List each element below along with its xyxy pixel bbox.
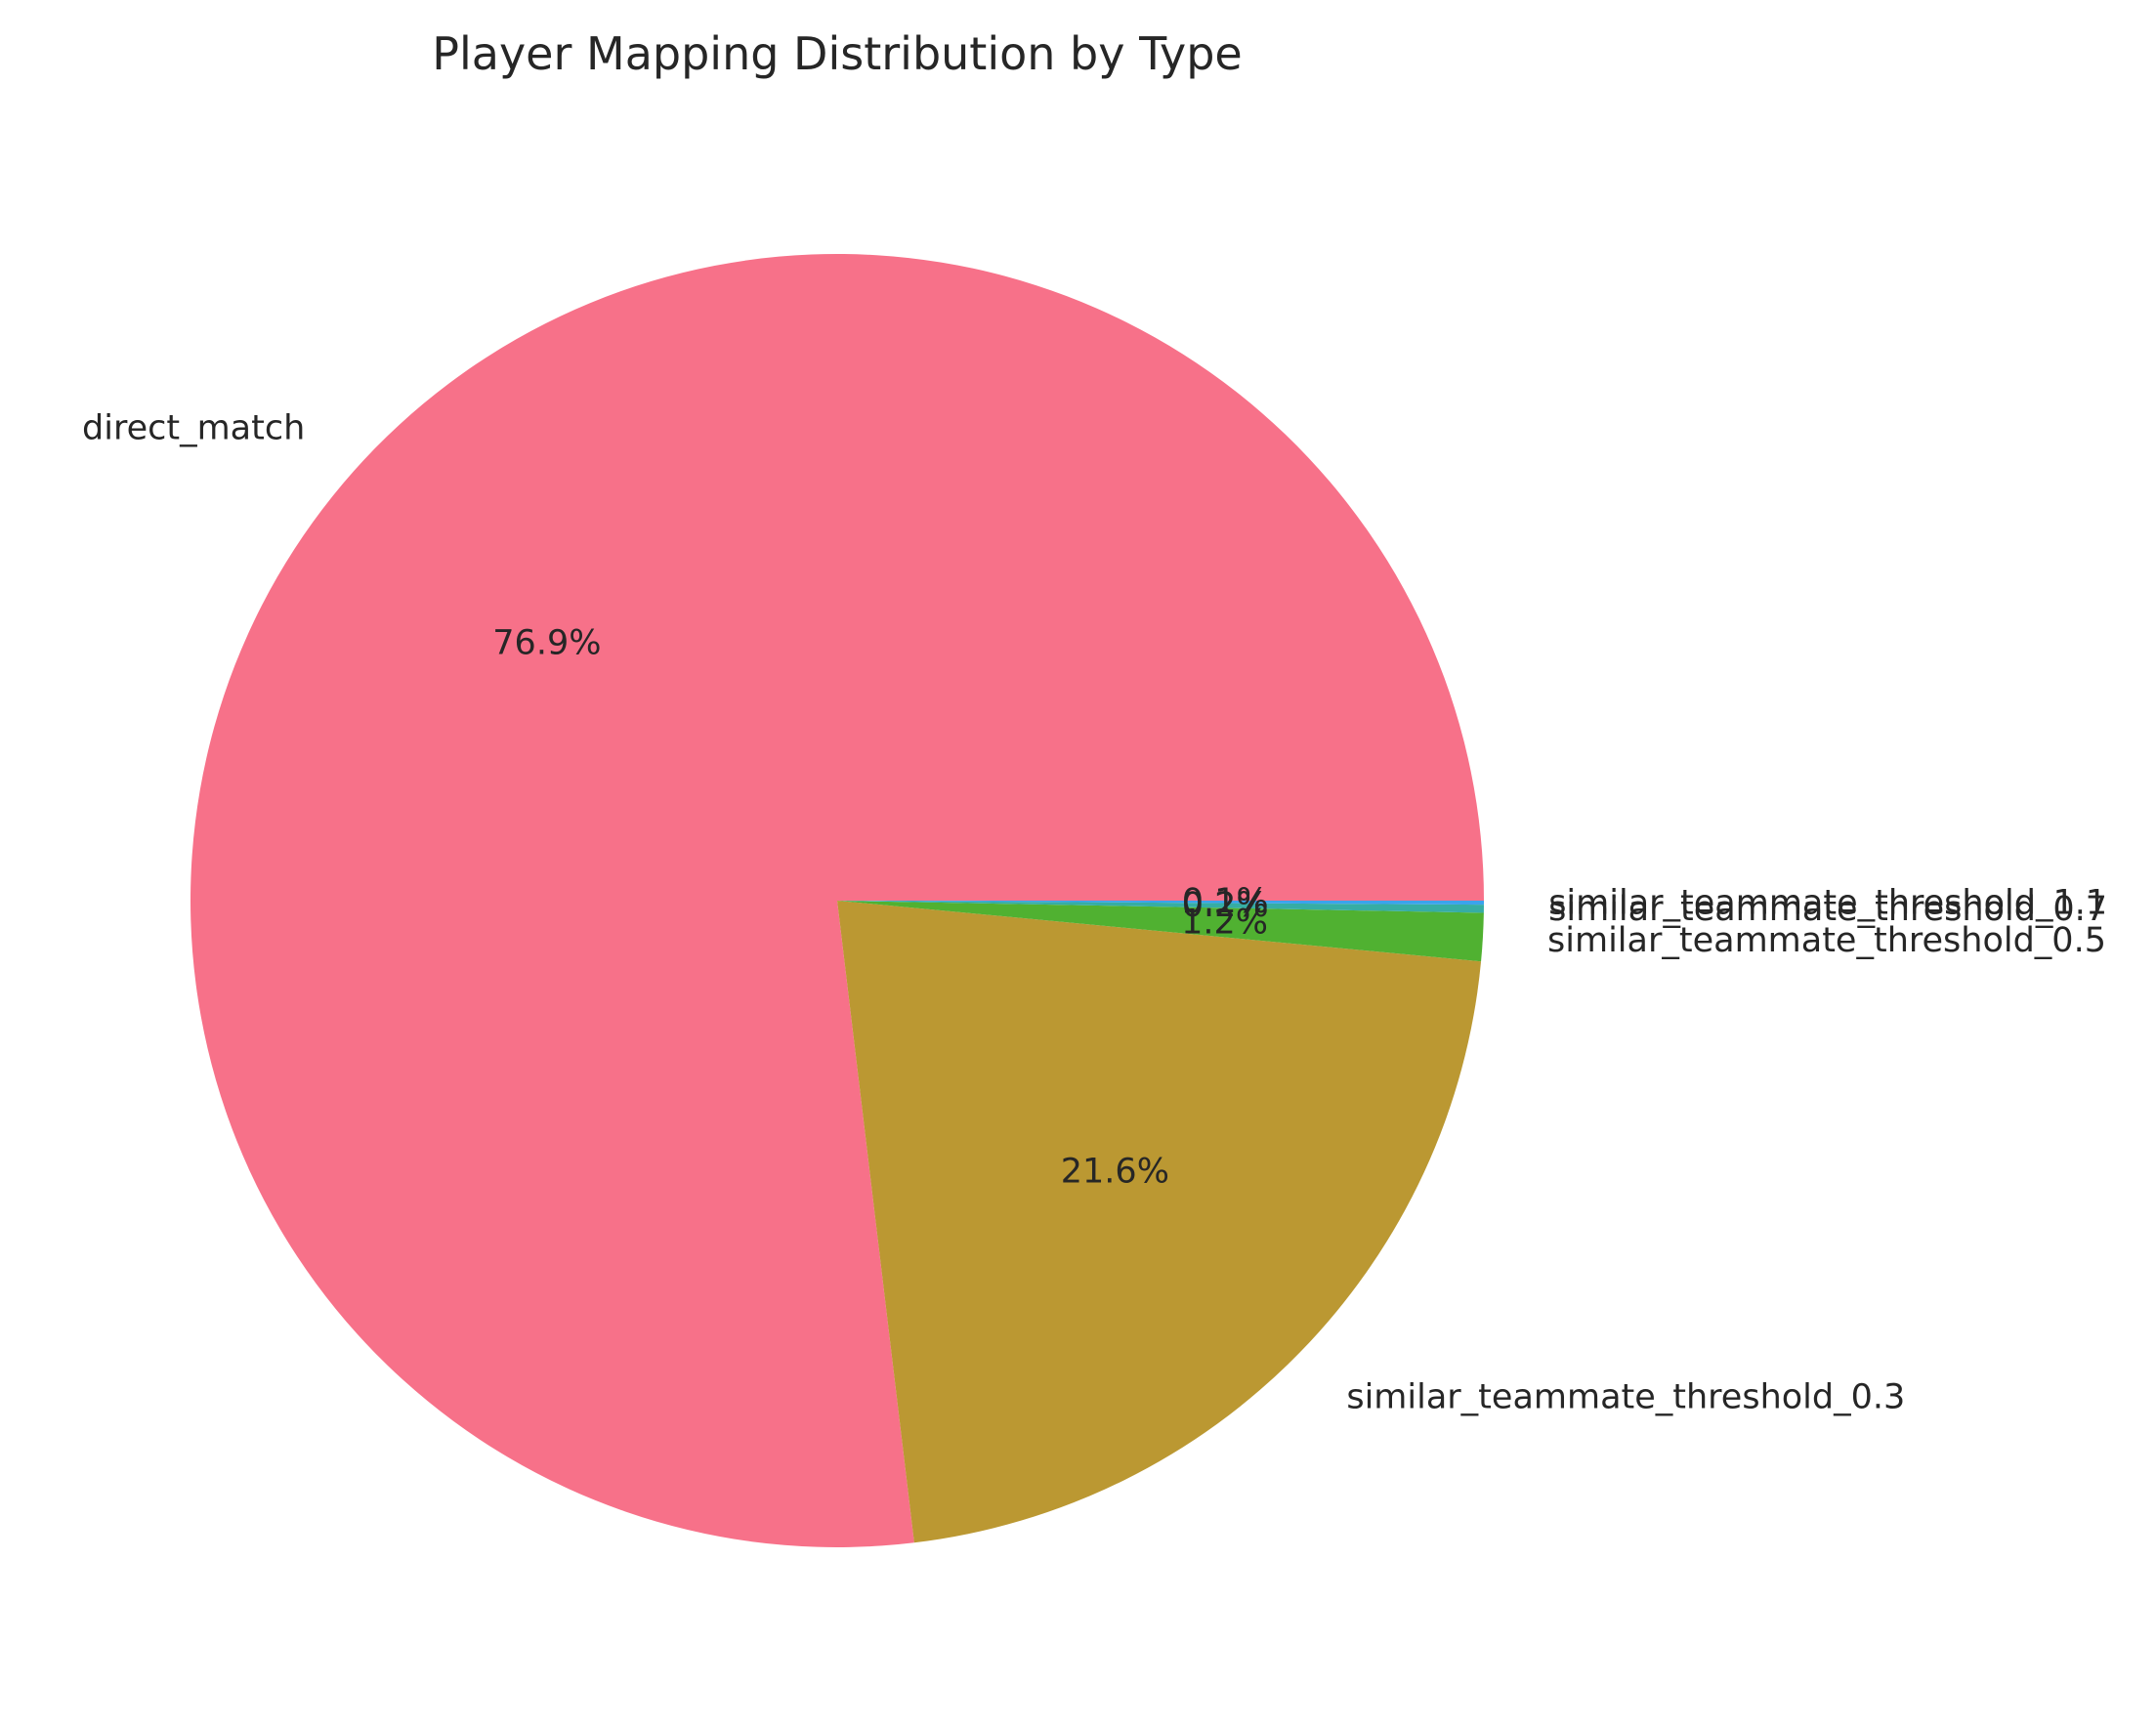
slice-label: similar_teammate_threshold_1.1 xyxy=(1548,883,2107,922)
percent-label: 1.2% xyxy=(1181,903,1268,942)
pie-slice-similar-teammate-threshold-1-1 xyxy=(837,901,1484,906)
pie-slice-similar-teammate-threshold-0-5 xyxy=(837,901,1484,962)
percent-label: 0.1% xyxy=(1182,882,1269,921)
chart-title: Player Mapping Distribution by Type xyxy=(432,27,1242,80)
slice-label: similar_teammate_threshold_0.5 xyxy=(1547,921,2106,960)
slice-label: similar_teammate_threshold_0.7 xyxy=(1548,890,2107,929)
slice-labels: direct_match similar_teammate_threshold_0… xyxy=(82,409,2107,1417)
percent-label: 21.6% xyxy=(1061,1152,1169,1191)
slice-label: similar_teammate_threshold_0.3 xyxy=(1346,1377,1905,1416)
percent-label: 0.2% xyxy=(1182,886,1269,925)
pie-slice-similar-teammate-threshold-0-3 xyxy=(837,901,1482,1543)
pie-slice-similar-teammate-threshold-0-7 xyxy=(837,901,1484,913)
percent-label: 76.9% xyxy=(492,623,601,662)
slice-label: direct_match xyxy=(82,409,305,448)
pie-slices xyxy=(190,253,1484,1548)
percent-labels: 76.9% 21.6% 1.2%0.2%0.1% xyxy=(492,623,1268,1191)
